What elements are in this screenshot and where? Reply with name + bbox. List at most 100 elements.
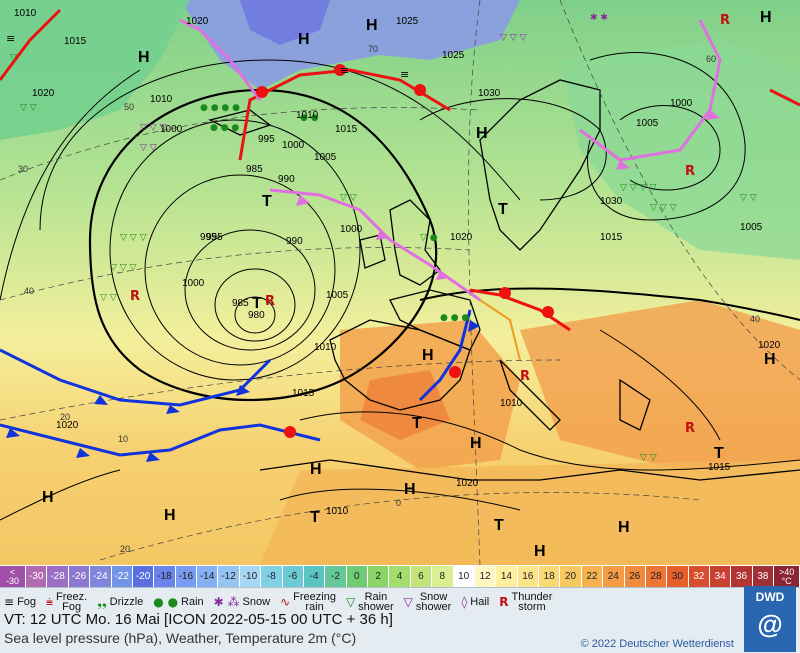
- dwd-logo[interactable]: DWD @: [744, 586, 796, 652]
- drizzle-icon: ❟❟: [97, 594, 107, 609]
- scale-cell: 2: [368, 566, 390, 587]
- scale-cell: -26: [68, 566, 91, 587]
- info-bar: VT: 12 UTC Mo. 16 Mai [ICON 2022-05-15 0…: [0, 586, 800, 653]
- scale-cell: -18: [154, 566, 176, 587]
- scale-cell: 20: [560, 566, 582, 587]
- scale-cell: -12: [218, 566, 240, 587]
- isobar-label: 1015: [600, 232, 623, 243]
- isobar-label: 995: [258, 134, 275, 145]
- scale-low-end: < -30: [0, 566, 26, 587]
- isobar-label: 985: [232, 298, 249, 309]
- weather-symbols: ▽ ▽ ▽ ▽ ▽ ▽ ▽ ▽ ● ● ● ● ● ● ● ● ● ▽ ▽ ▽ …: [6, 13, 757, 463]
- isotherm-label: 20: [120, 544, 130, 554]
- scale-cell: 30: [667, 566, 689, 587]
- pressure-center: H: [298, 31, 310, 48]
- legend-hail: ◊ Hail: [461, 595, 489, 609]
- isotherm-label: 40: [24, 286, 34, 296]
- scale-cell: -16: [175, 566, 197, 587]
- scale-cell: 38: [752, 566, 775, 587]
- scale-cell: -14: [197, 566, 219, 587]
- svg-text:● ● ●: ● ● ●: [210, 123, 239, 133]
- isobar-label: 1000: [282, 140, 305, 151]
- pressure-center: T: [262, 193, 272, 210]
- scale-cell: -20: [132, 566, 155, 587]
- coastline-ireland: [359, 234, 386, 269]
- isotherm-label: 30: [18, 164, 28, 174]
- isobar-label: 990: [278, 174, 295, 185]
- isobar-label: 990: [286, 236, 303, 247]
- pressure-center: T: [310, 509, 320, 526]
- coastline-greece: [619, 378, 651, 431]
- isobar-labels: 1010 1020 1015 1020 1025 1030 1025 1020 …: [14, 8, 781, 517]
- freezing-rain-icon: ∿: [280, 595, 291, 609]
- svg-text:▽ ▽: ▽ ▽: [140, 143, 157, 153]
- scale-cell: -28: [47, 566, 69, 587]
- cold-front-atlantic-south: [0, 423, 321, 457]
- occluded-front-main: [269, 188, 481, 302]
- coastline-africa: [259, 459, 800, 481]
- pressure-center: H: [164, 507, 176, 524]
- pressure-centers: H H H H T T T H H T H H T H H H T H H T …: [42, 9, 776, 560]
- svg-text:R: R: [685, 421, 695, 436]
- occluded-front-north: [179, 18, 262, 101]
- svg-text:● ● ● ●: ● ● ● ●: [200, 103, 240, 113]
- temperature-scale: < -30 -30 -28 -26 -24 -22 -20 -18 -16 -14 -12 -10-…: [0, 566, 800, 587]
- trough-line: [479, 299, 521, 361]
- isobar-label: 1010: [314, 342, 337, 353]
- snow-shower-icon: ▽: [403, 595, 413, 609]
- scale-low-value: -30: [5, 575, 19, 586]
- isobar-label: 1010: [296, 110, 319, 121]
- freezing-fog-icon: ⩧: [46, 594, 54, 609]
- svg-text:▽ ▽ ▽: ▽ ▽ ▽: [140, 123, 167, 133]
- isobar-label: 1000: [182, 278, 205, 289]
- isobar-label: 1025: [396, 16, 419, 27]
- scale-cell: 36: [731, 566, 753, 587]
- legend-fog: ≡ Fog: [4, 595, 36, 609]
- cold-front-atlantic-north: [0, 348, 272, 407]
- warm-front-central: [469, 288, 571, 332]
- isobar-label: 1010: [500, 398, 523, 409]
- scale-cell: -30: [26, 566, 48, 587]
- scale-high-value: >40: [778, 566, 795, 577]
- pressure-center: H: [764, 351, 776, 368]
- legend-rain-shower-line2: shower: [358, 601, 394, 613]
- isotherm-labels: 50 40 30 20 10 0 20 40 60 70: [18, 44, 760, 554]
- svg-text:▽ ▽: ▽ ▽: [640, 453, 657, 463]
- scale-cell: 24: [603, 566, 625, 587]
- isobar-label: 1010: [326, 506, 349, 517]
- isobar-label: 1020: [186, 16, 209, 27]
- pressure-center: H: [476, 125, 488, 142]
- isobar-label: 1000: [340, 224, 363, 235]
- rain-icon: ● ●: [153, 595, 179, 609]
- isobar-label: 1005: [314, 152, 337, 163]
- svg-text:≡: ≡: [400, 68, 409, 81]
- snow-icon: ✱ ⁂: [213, 595, 240, 609]
- svg-text:R: R: [130, 289, 140, 304]
- valid-time: VT: 12 UTC Mo. 16 Mai [ICON 2022-05-15 0…: [4, 611, 393, 628]
- warm-front-north: [238, 68, 451, 161]
- svg-text:R: R: [685, 164, 695, 179]
- scale-high-unit: °C: [781, 575, 792, 586]
- pressure-center: T: [412, 415, 422, 432]
- pressure-center: T: [252, 295, 262, 312]
- coastline-italy: [499, 359, 561, 431]
- svg-text:✱ ✱: ✱ ✱: [590, 13, 608, 23]
- scale-cell: -10: [239, 566, 262, 587]
- legend-freezing-rain-line1: Freezing: [293, 591, 336, 603]
- isobar-label: 1015: [292, 388, 315, 399]
- cold-front-france: [418, 309, 472, 402]
- scale-cell: 0: [346, 566, 368, 587]
- legend-rain: ● ● Rain: [153, 595, 203, 609]
- svg-text:R: R: [720, 13, 730, 28]
- pressure-center: H: [618, 519, 630, 536]
- coastline-iberia: [329, 319, 471, 411]
- scale-cell: 22: [581, 566, 604, 587]
- isotherm-label: 60: [706, 54, 716, 64]
- hail-icon: ◊: [461, 595, 468, 609]
- isobar-label: 1020: [456, 478, 479, 489]
- pressure-center: H: [760, 9, 772, 26]
- front-symbols: [6, 64, 720, 462]
- warm-air-mediterranean: [520, 300, 800, 470]
- svg-text:R: R: [520, 369, 530, 384]
- svg-text:▽ ▽ ▽ ▽: ▽ ▽ ▽ ▽: [620, 183, 656, 193]
